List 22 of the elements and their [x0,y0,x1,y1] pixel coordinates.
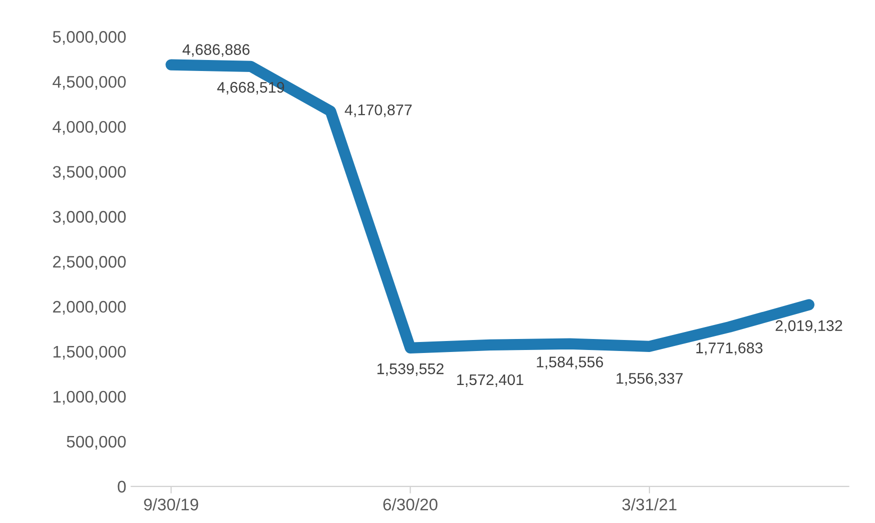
y-tick-label: 4,500,000 [52,76,126,90]
y-tick-label: 5,000,000 [52,31,126,45]
data-label: 4,686,886 [182,44,250,57]
data-label: 2,019,132 [776,320,842,333]
y-tick-label: 1,500,000 [54,346,126,360]
x-tick-label: 6/30/20 [383,498,438,510]
y-tick-label: 1,000,000 [54,390,126,405]
x-tick-label: 3/31/21 [622,498,676,510]
data-label: 1,771,683 [696,342,762,356]
data-label: 1,539,552 [377,363,444,376]
data-label: 1,556,337 [616,373,683,386]
y-tick-label: 3,500,000 [52,166,126,180]
data-label: 4,170,877 [344,104,412,118]
y-tick-label: 0 [118,480,126,493]
data-label: 1,584,556 [536,356,604,370]
x-tick-label: 9/30/19 [144,498,198,510]
y-tick-label: 500,000 [66,436,126,450]
y-tick-label: 2,000,000 [53,300,126,315]
y-tick-label: 3,000,000 [52,210,126,225]
y-tick-label: 2,500,000 [53,256,126,270]
y-tick-label: 4,000,000 [52,120,126,135]
data-label: 1,572,401 [457,374,524,387]
